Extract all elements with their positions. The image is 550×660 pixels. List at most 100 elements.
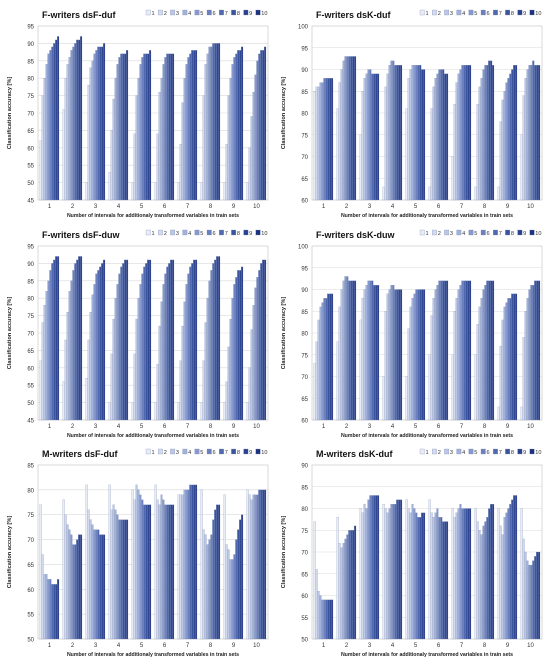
x-tick-label: 4 <box>391 204 395 210</box>
bar-mark <box>501 319 504 421</box>
x-tick-label: 3 <box>368 643 372 649</box>
bar-mark <box>536 280 539 421</box>
bar-mark <box>43 78 46 201</box>
bar-mark <box>509 504 512 640</box>
bar-mark <box>103 259 106 421</box>
legend-swatch <box>243 229 249 236</box>
bar-mark <box>469 65 472 201</box>
bar-mark <box>319 82 322 201</box>
bar-mark <box>465 508 468 640</box>
bar-mark <box>185 64 188 201</box>
bar-mark <box>503 306 506 421</box>
bar-mark <box>62 381 65 421</box>
legend-swatch <box>194 448 200 455</box>
bar-mark <box>434 78 437 201</box>
y-tick-label: 60 <box>301 594 308 600</box>
bar-mark <box>189 484 192 640</box>
bar-mark <box>57 256 60 421</box>
bar-mark <box>522 337 525 421</box>
x-axis-label: Number of intervals for additionaly tran… <box>67 652 239 658</box>
x-tick-label: 6 <box>163 424 167 430</box>
bar-mark <box>246 182 249 201</box>
bar-mark <box>216 43 219 201</box>
bar-mark <box>423 69 426 201</box>
bar-mark <box>99 46 102 201</box>
legend-swatch <box>182 448 188 455</box>
bar-mark <box>522 95 525 201</box>
legend-label: 2 <box>164 450 167 456</box>
y-tick-label: 85 <box>301 90 308 96</box>
bar-mark <box>415 289 418 421</box>
x-tick-label: 5 <box>140 204 144 210</box>
bar-mark <box>365 285 368 421</box>
bar-mark <box>39 360 42 421</box>
bar-mark <box>239 519 242 640</box>
y-tick-label: 60 <box>27 146 34 152</box>
bar-mark <box>524 78 527 201</box>
bar-mark <box>246 489 249 640</box>
bar-mark <box>162 284 165 421</box>
bar-mark <box>214 509 217 640</box>
bar-mark <box>488 60 491 201</box>
bar-mark <box>515 293 518 421</box>
bar-mark <box>407 78 410 201</box>
x-tick-label: 3 <box>368 204 372 210</box>
bar-mark <box>149 504 152 640</box>
bar-mark <box>474 186 477 201</box>
legend-swatch <box>444 448 450 455</box>
bar-mark <box>43 574 46 640</box>
bar-mark <box>367 280 370 421</box>
legend-label: 8 <box>237 450 240 456</box>
bar-mark <box>375 73 378 201</box>
legend-swatch <box>432 9 437 16</box>
bar-mark <box>135 484 138 640</box>
bar-mark <box>108 484 111 640</box>
bar-mark <box>118 519 121 640</box>
bar-mark <box>133 133 136 201</box>
bar-mark <box>179 360 182 421</box>
bar-mark <box>400 65 403 201</box>
legend: 1 2 3 4 5 6 7 8 9 10 <box>145 448 268 456</box>
legend-label: 7 <box>499 450 502 456</box>
bar-mark <box>47 579 50 640</box>
bar-mark <box>396 289 399 421</box>
bar-mark <box>394 504 397 640</box>
y-tick-label: 80 <box>301 332 308 338</box>
y-tick-label: 90 <box>301 68 308 74</box>
legend-swatch <box>529 229 535 236</box>
bar-mark <box>453 311 456 421</box>
bar-mark <box>162 499 165 640</box>
bar-mark <box>143 266 146 421</box>
legend-swatch <box>468 9 474 16</box>
bar-mark <box>97 46 100 201</box>
bar-mark <box>338 543 341 640</box>
bar-mark <box>43 305 46 421</box>
bar-mark <box>507 78 510 201</box>
bar-mark <box>344 538 347 640</box>
bar-mark <box>112 318 115 421</box>
x-axis-label: Number of intervals for additionaly tran… <box>341 433 513 439</box>
bar-mark <box>327 293 330 421</box>
bar-mark <box>396 499 399 640</box>
bar-mark <box>373 285 376 421</box>
bar-mark <box>177 494 180 640</box>
x-tick-label: 9 <box>232 643 236 649</box>
legend-swatch <box>493 229 498 236</box>
legend-label: 6 <box>487 11 490 17</box>
bar-mark <box>501 99 504 201</box>
bar-mark <box>530 65 533 201</box>
bar-mark <box>346 534 349 640</box>
bar-mark <box>64 514 67 640</box>
bar-mark <box>212 43 215 201</box>
bar-mark <box>532 560 535 640</box>
legend-label: 1 <box>426 450 429 456</box>
legend-label: 2 <box>164 11 167 17</box>
legend-label: 6 <box>487 231 490 237</box>
legend-swatch <box>456 9 462 16</box>
bar-mark <box>507 508 510 640</box>
bar-mark <box>51 263 54 421</box>
bar-mark <box>39 504 42 640</box>
bar-mark <box>321 82 324 201</box>
bar-mark <box>143 504 146 640</box>
bar-mark <box>365 73 368 201</box>
